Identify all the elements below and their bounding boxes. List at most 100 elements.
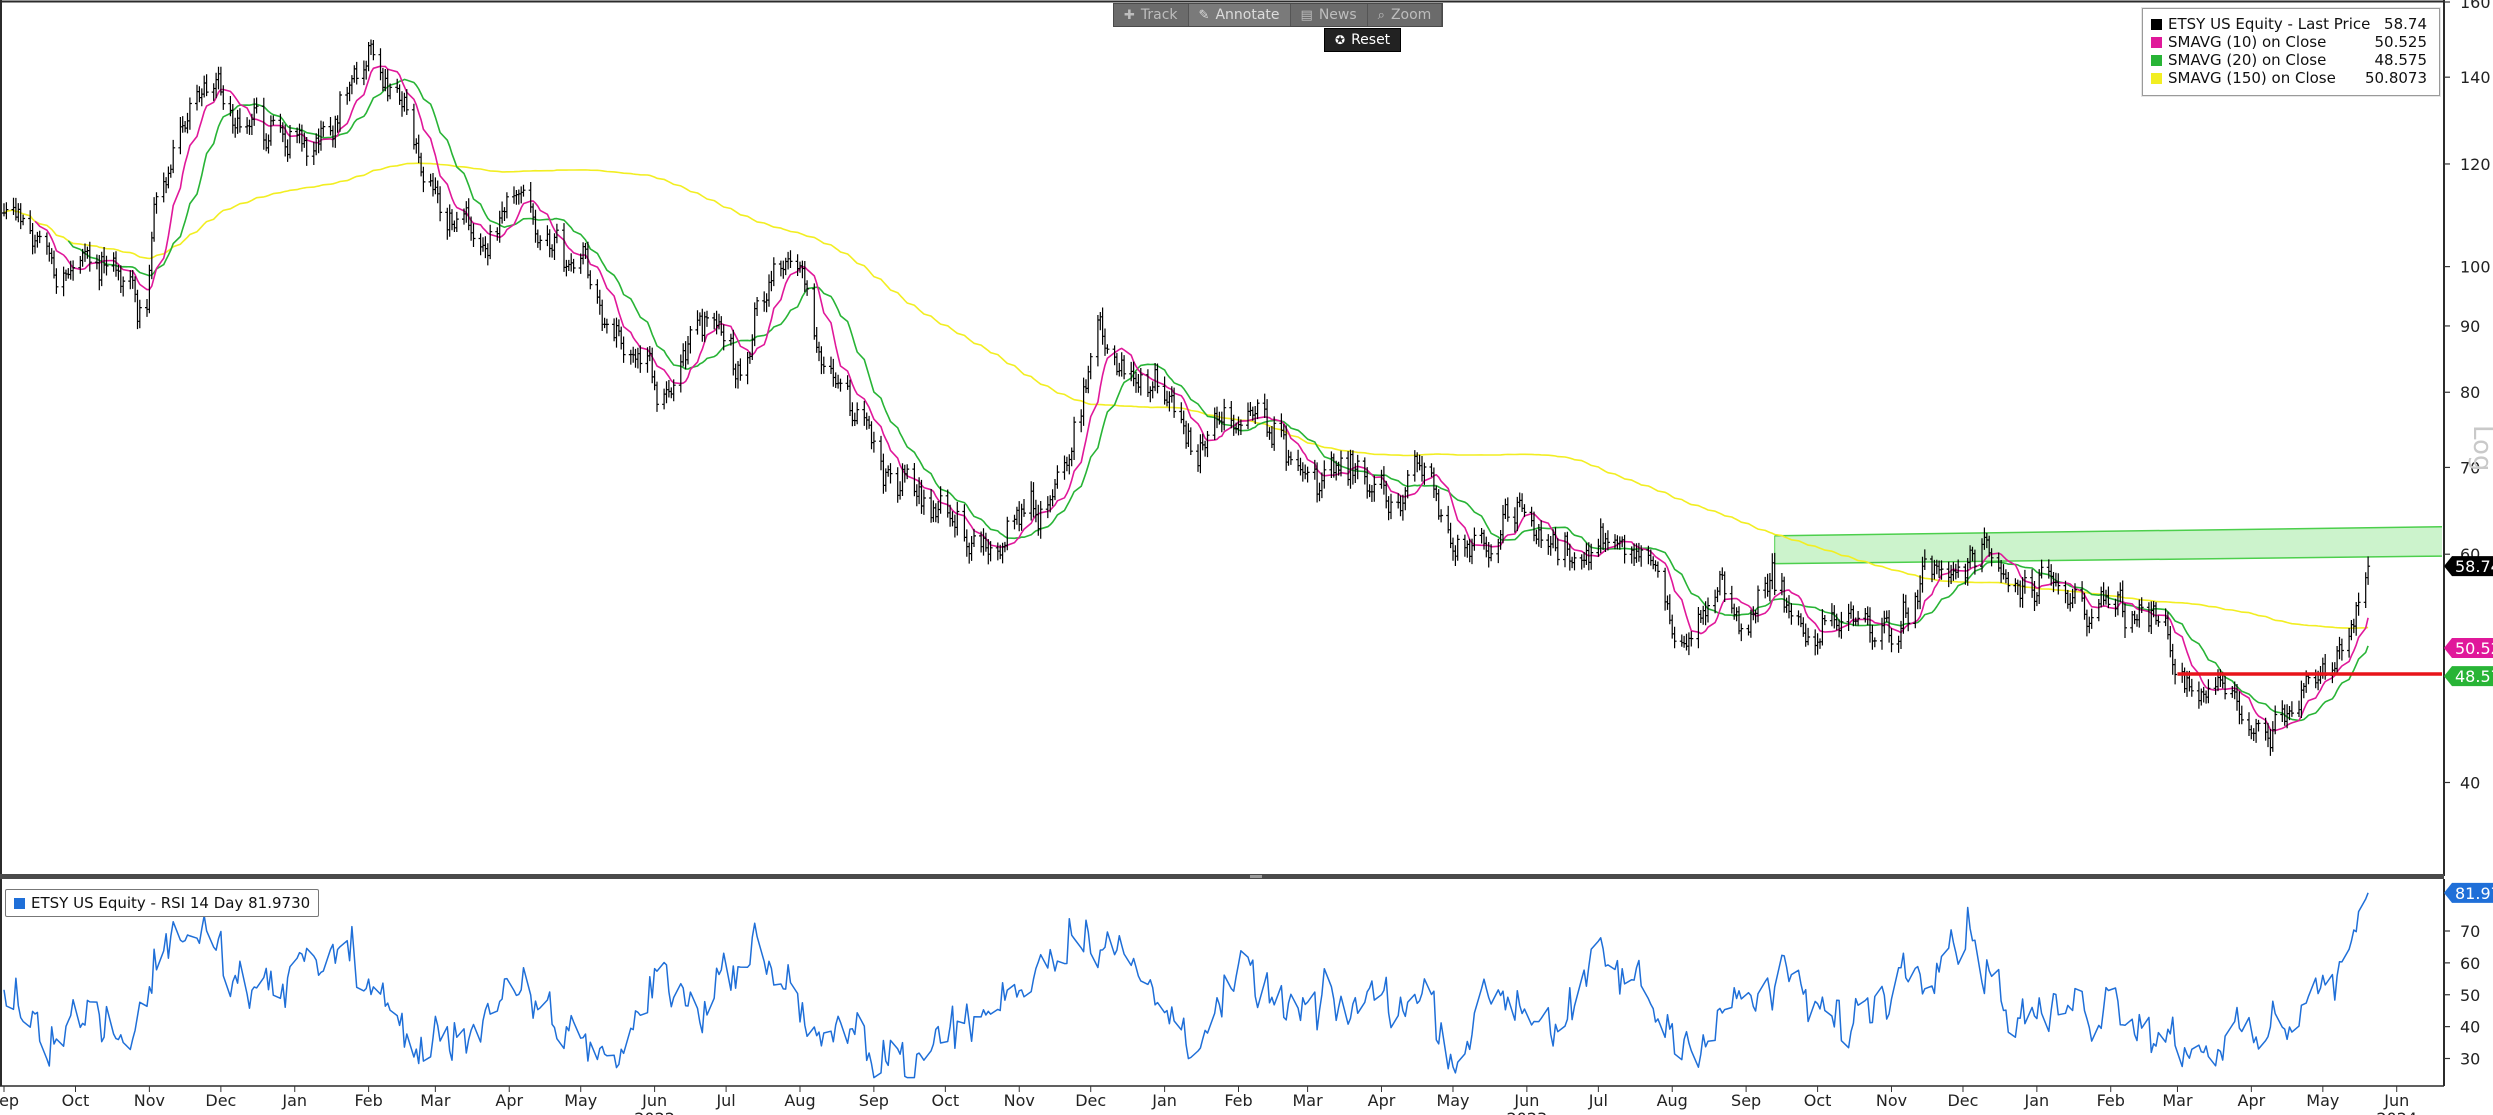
price-y-tick-label: 100 [2460, 258, 2491, 277]
news-icon: ▤ [1300, 7, 1313, 23]
track-button[interactable]: ✚ Track [1114, 4, 1189, 26]
panel-divider[interactable] [0, 874, 2444, 879]
x-tick-label: Mar [2162, 1091, 2193, 1110]
legend-label: SMAVG (10) on Close [2168, 33, 2327, 51]
rsi-y-tick-label: 40 [2460, 1018, 2480, 1037]
x-tick-label: Dec [1947, 1091, 1978, 1110]
price-y-tick-label: 80 [2460, 383, 2480, 402]
price-y-tick-label: 40 [2460, 773, 2480, 792]
x-tick-label: Oct [62, 1091, 90, 1110]
annotate-label: Annotate [1215, 7, 1280, 23]
x-tick-label: Sep [1731, 1091, 1761, 1110]
x-tick-label: Mar [1293, 1091, 1324, 1110]
legend-swatch [2151, 18, 2162, 30]
price-legend[interactable]: ETSY US Equity - Last Price 58.74 SMAVG … [2142, 8, 2440, 96]
tag-shape [2444, 882, 2493, 903]
x-tick-label: Jun [641, 1091, 667, 1110]
legend-label: SMAVG (150) on Close [2168, 69, 2336, 87]
x-tick-label: Jan [1151, 1091, 1177, 1110]
x-tick-label: Feb [1224, 1091, 1252, 1110]
x-tick-label: Aug [784, 1091, 815, 1110]
news-button[interactable]: ▤ News [1291, 4, 1368, 26]
legend-value: 50.525 [2374, 33, 2428, 51]
legend-item-sma20[interactable]: SMAVG (20) on Close 48.575 [2151, 51, 2433, 69]
legend-swatch [2151, 54, 2162, 66]
x-tick-label: May [2306, 1091, 2339, 1110]
x-tick-label: Oct [932, 1091, 960, 1110]
legend-label: ETSY US Equity - Last Price [2168, 15, 2371, 33]
x-tick-label: Jan [281, 1091, 307, 1110]
x-tick-label: Sep [859, 1091, 889, 1110]
x-tick-label: Jun [1513, 1091, 1539, 1110]
price-bars-layer [2, 39, 2371, 756]
tag-value: 50.525 [2455, 639, 2493, 658]
last-value-tag: 58.74 [2444, 556, 2493, 577]
rsi-line-layer [3, 892, 2369, 1079]
price-y-tick-label: 90 [2460, 317, 2480, 336]
x-year-label: 2023 [1506, 1109, 1547, 1115]
tag-shape [2444, 637, 2493, 658]
zoom-button[interactable]: ⌕ Zoom [1368, 4, 1443, 26]
crosshair-icon: ✚ [1124, 7, 1135, 23]
news-label: News [1318, 7, 1357, 23]
x-tick-label: Oct [1804, 1091, 1832, 1110]
last-value-tag: 48.575 [2444, 666, 2493, 687]
last-value-tag: 50.525 [2444, 637, 2493, 658]
legend-label: SMAVG (20) on Close [2168, 51, 2327, 69]
legend-swatch [2151, 36, 2162, 48]
magnifier-icon: ⌕ [1377, 7, 1385, 23]
legend-item-sma10[interactable]: SMAVG (10) on Close 50.525 [2151, 33, 2433, 51]
rsi-last-value-tag: 81.973 [2444, 882, 2493, 903]
x-tick-label: Mar [420, 1091, 451, 1110]
legend-value: 58.74 [2384, 15, 2427, 33]
x-tick-label: Jul [715, 1091, 735, 1110]
tag-value: 58.74 [2455, 557, 2493, 576]
track-label: Track [1140, 7, 1178, 23]
x-tick-label: Apr [2238, 1091, 2266, 1110]
tag-value: 48.575 [2455, 667, 2493, 686]
rsi-legend[interactable]: ETSY US Equity - RSI 14 Day 81.9730 [5, 889, 320, 917]
resistance-zone-layer [1774, 525, 2443, 565]
annotate-button[interactable]: ✎ Annotate [1188, 4, 1291, 26]
x-tick-label: Sep [0, 1091, 19, 1110]
resistance-zone-bottom [1774, 555, 2443, 565]
rsi-legend-value: 81.9730 [248, 894, 311, 912]
sma10-layer [34, 65, 2369, 732]
sma150-line [3, 162, 2369, 629]
legend-swatch [14, 897, 25, 909]
x-axis: SepOctNovDecJanFebMarAprMayJun2022JulAug… [0, 1085, 2444, 1115]
rsi-y-tick-label: 50 [2460, 986, 2480, 1005]
chart-toolbar: ✚ Track ✎ Annotate ▤ News ⌕ Zoom [1113, 3, 1444, 27]
x-tick-label: May [1436, 1091, 1469, 1110]
rsi-legend-label: ETSY US Equity - RSI 14 Day [31, 894, 244, 912]
x-tick-label: Apr [1368, 1091, 1396, 1110]
tag-shape [2444, 556, 2493, 577]
resistance-zone [1774, 526, 2442, 564]
price-y-tick-label: 140 [2460, 68, 2491, 87]
log-scale-label: Log [2467, 425, 2493, 471]
resistance-zone-top [1774, 525, 2443, 537]
rsi-value-tag: 81.973 [2444, 882, 2493, 903]
reset-button[interactable]: ✪ Reset [1324, 28, 1402, 52]
legend-item-last-price[interactable]: ETSY US Equity - Last Price 58.74 [2151, 15, 2433, 33]
pencil-icon: ✎ [1198, 7, 1210, 23]
rsi-line [3, 892, 2369, 1079]
sma10-line [34, 65, 2369, 732]
rsi-y-tick-label: 70 [2460, 922, 2480, 941]
zoom-label: Zoom [1390, 7, 1432, 23]
tag-shape [2444, 666, 2493, 687]
x-tick-label: Apr [495, 1091, 523, 1110]
x-tick-label: Nov [1876, 1091, 1907, 1110]
legend-item-sma150[interactable]: SMAVG (150) on Close 50.8073 [2151, 69, 2433, 87]
reset-label: Reset [1351, 32, 1391, 48]
rsi-y-axis: 30 40 50 60 70 [2444, 922, 2480, 1069]
x-tick-label: Dec [205, 1091, 236, 1110]
x-tick-label: Dec [1075, 1091, 1106, 1110]
price-y-tick-label: 120 [2460, 155, 2491, 174]
rsi-y-tick-label: 30 [2460, 1050, 2480, 1069]
tag-value: 81.973 [2455, 884, 2493, 903]
